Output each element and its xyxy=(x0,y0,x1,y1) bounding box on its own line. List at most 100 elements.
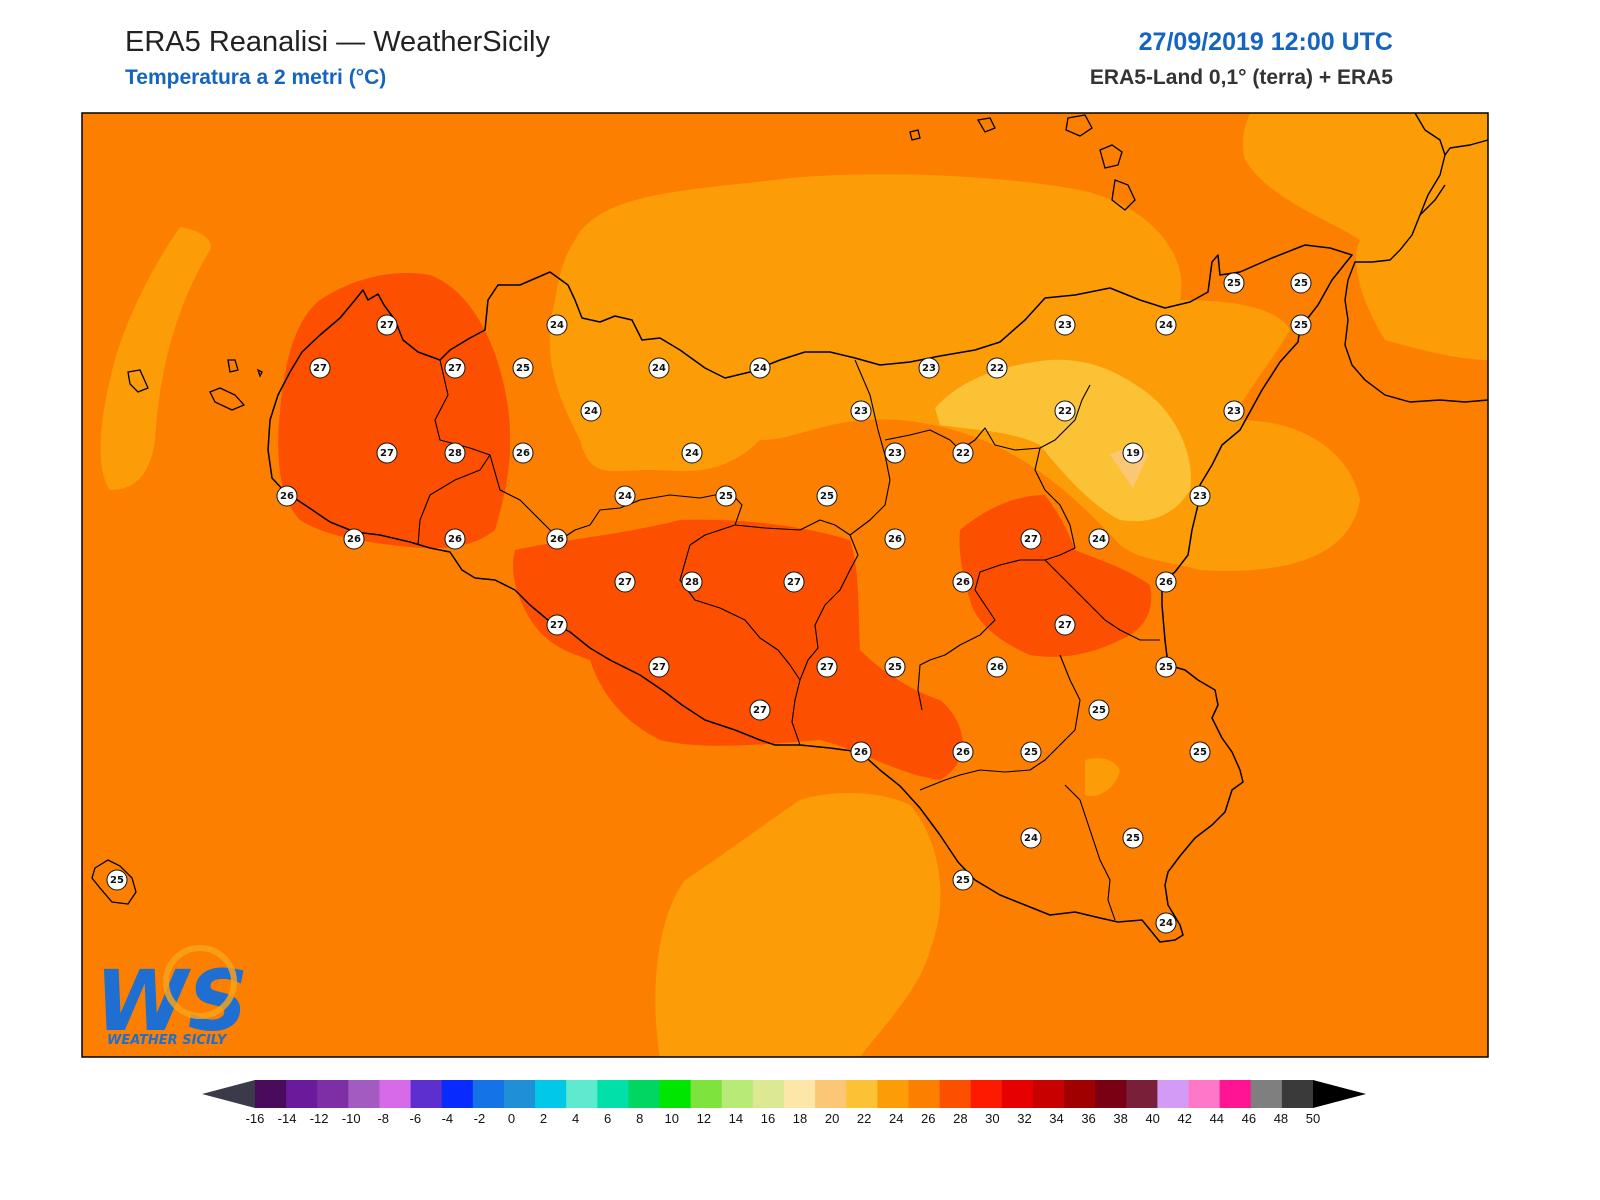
station-value: 24 xyxy=(550,320,564,331)
colorbar-tick-label: 4 xyxy=(572,1111,579,1126)
station-value: 27 xyxy=(618,577,632,588)
station-value: 25 xyxy=(820,491,834,502)
colorbar-tick-label: 6 xyxy=(604,1111,611,1126)
station-value: 27 xyxy=(1058,620,1072,631)
station-marker xyxy=(580,400,602,422)
station-value: 23 xyxy=(922,363,936,374)
station-label: 26 xyxy=(512,442,534,464)
station-label: 22 xyxy=(952,442,974,464)
station-label: 25 xyxy=(1189,741,1211,763)
station-label: 27 xyxy=(444,357,466,379)
temperature-field xyxy=(82,113,1488,1057)
station-value: 25 xyxy=(1294,278,1308,289)
station-value: 24 xyxy=(1159,918,1173,929)
station-label: 27 xyxy=(376,442,398,464)
station-marker xyxy=(648,357,670,379)
band-22-24-southeast xyxy=(1085,758,1120,796)
colorbar-cell xyxy=(472,1080,505,1108)
station-marker xyxy=(816,485,838,507)
station-value: 27 xyxy=(448,363,462,374)
station-label: 25 xyxy=(512,357,534,379)
station-marker xyxy=(816,656,838,678)
station-label: 25 xyxy=(816,485,838,507)
station-label: 24 xyxy=(614,485,636,507)
station-label: 25 xyxy=(1122,827,1144,849)
station-label: 24 xyxy=(580,400,602,422)
station-marker xyxy=(1155,912,1177,934)
station-label: 26 xyxy=(276,485,298,507)
colorbar-cell xyxy=(410,1080,443,1108)
station-marker xyxy=(276,485,298,507)
station-label: 26 xyxy=(546,528,568,550)
colorbar-cell xyxy=(659,1080,692,1108)
station-value: 27 xyxy=(1024,534,1038,545)
station-marker xyxy=(614,485,636,507)
station-label: 23 xyxy=(884,442,906,464)
island-eolie-1 xyxy=(909,129,921,141)
station-label: 23 xyxy=(1189,485,1211,507)
colorbar-cell xyxy=(846,1080,878,1108)
station-label: 26 xyxy=(1155,571,1177,593)
station-marker xyxy=(952,869,974,891)
colorbar-cell xyxy=(1126,1080,1159,1108)
station-value: 24 xyxy=(584,406,598,417)
station-value: 25 xyxy=(1159,662,1173,673)
station-label: 27 xyxy=(1020,528,1042,550)
station-marker xyxy=(444,528,466,550)
station-marker xyxy=(1223,400,1245,422)
station-label: 28 xyxy=(444,442,466,464)
station-value: 22 xyxy=(990,363,1004,374)
station-marker xyxy=(884,442,906,464)
station-value: 25 xyxy=(1193,747,1207,758)
colorbar-tick-label: 40 xyxy=(1145,1111,1159,1126)
colorbar-cell xyxy=(1064,1080,1096,1108)
colorbar-tick-label: 30 xyxy=(985,1111,999,1126)
colorbar-cell xyxy=(597,1080,630,1108)
colorbar-cell xyxy=(628,1080,661,1108)
station-label: 24 xyxy=(1155,912,1177,934)
colorbar-tick-label: -16 xyxy=(246,1111,265,1126)
band-22-24-south xyxy=(655,793,941,1057)
station-value: 27 xyxy=(753,705,767,716)
station-marker xyxy=(614,571,636,593)
station-marker xyxy=(1189,485,1211,507)
station-label: 25 xyxy=(1290,314,1312,336)
station-label: 25 xyxy=(106,869,128,891)
station-label: 24 xyxy=(1155,314,1177,336)
station-value: 23 xyxy=(1227,406,1241,417)
station-marker xyxy=(884,656,906,678)
station-marker xyxy=(546,528,568,550)
station-marker xyxy=(1155,314,1177,336)
station-label: 26 xyxy=(850,741,872,763)
station-value: 24 xyxy=(1024,833,1038,844)
colorbar-cell xyxy=(1157,1080,1190,1108)
colorbar-cell xyxy=(566,1080,598,1108)
station-label: 27 xyxy=(546,614,568,636)
station-value: 23 xyxy=(854,406,868,417)
station-marker xyxy=(1155,656,1177,678)
band-26-28-west xyxy=(278,272,511,549)
colorbar-tick-label: 24 xyxy=(889,1111,903,1126)
station-value: 25 xyxy=(110,875,124,886)
station-label: 28 xyxy=(681,571,703,593)
station-label: 27 xyxy=(816,656,838,678)
colorbar-tick-label: -2 xyxy=(474,1111,486,1126)
station-value: 24 xyxy=(618,491,632,502)
colorbar-cell xyxy=(1250,1080,1283,1108)
band-20-22 xyxy=(935,359,1191,522)
station-label: 25 xyxy=(1223,272,1245,294)
station-value: 25 xyxy=(1092,705,1106,716)
colorbar-cell xyxy=(970,1080,1003,1108)
colorbar-tick-label: 50 xyxy=(1306,1111,1320,1126)
station-label: 27 xyxy=(309,357,331,379)
station-value: 27 xyxy=(550,620,564,631)
colorbar-cell xyxy=(939,1080,972,1108)
station-marker xyxy=(681,442,703,464)
colorbar-cell xyxy=(379,1080,412,1108)
band-22-24-northeast xyxy=(1242,113,1488,360)
station-label: 25 xyxy=(1020,741,1042,763)
station-label: 26 xyxy=(986,656,1008,678)
colorbar-cell xyxy=(1188,1080,1221,1108)
colorbar-cell xyxy=(690,1080,723,1108)
station-value: 23 xyxy=(1193,491,1207,502)
